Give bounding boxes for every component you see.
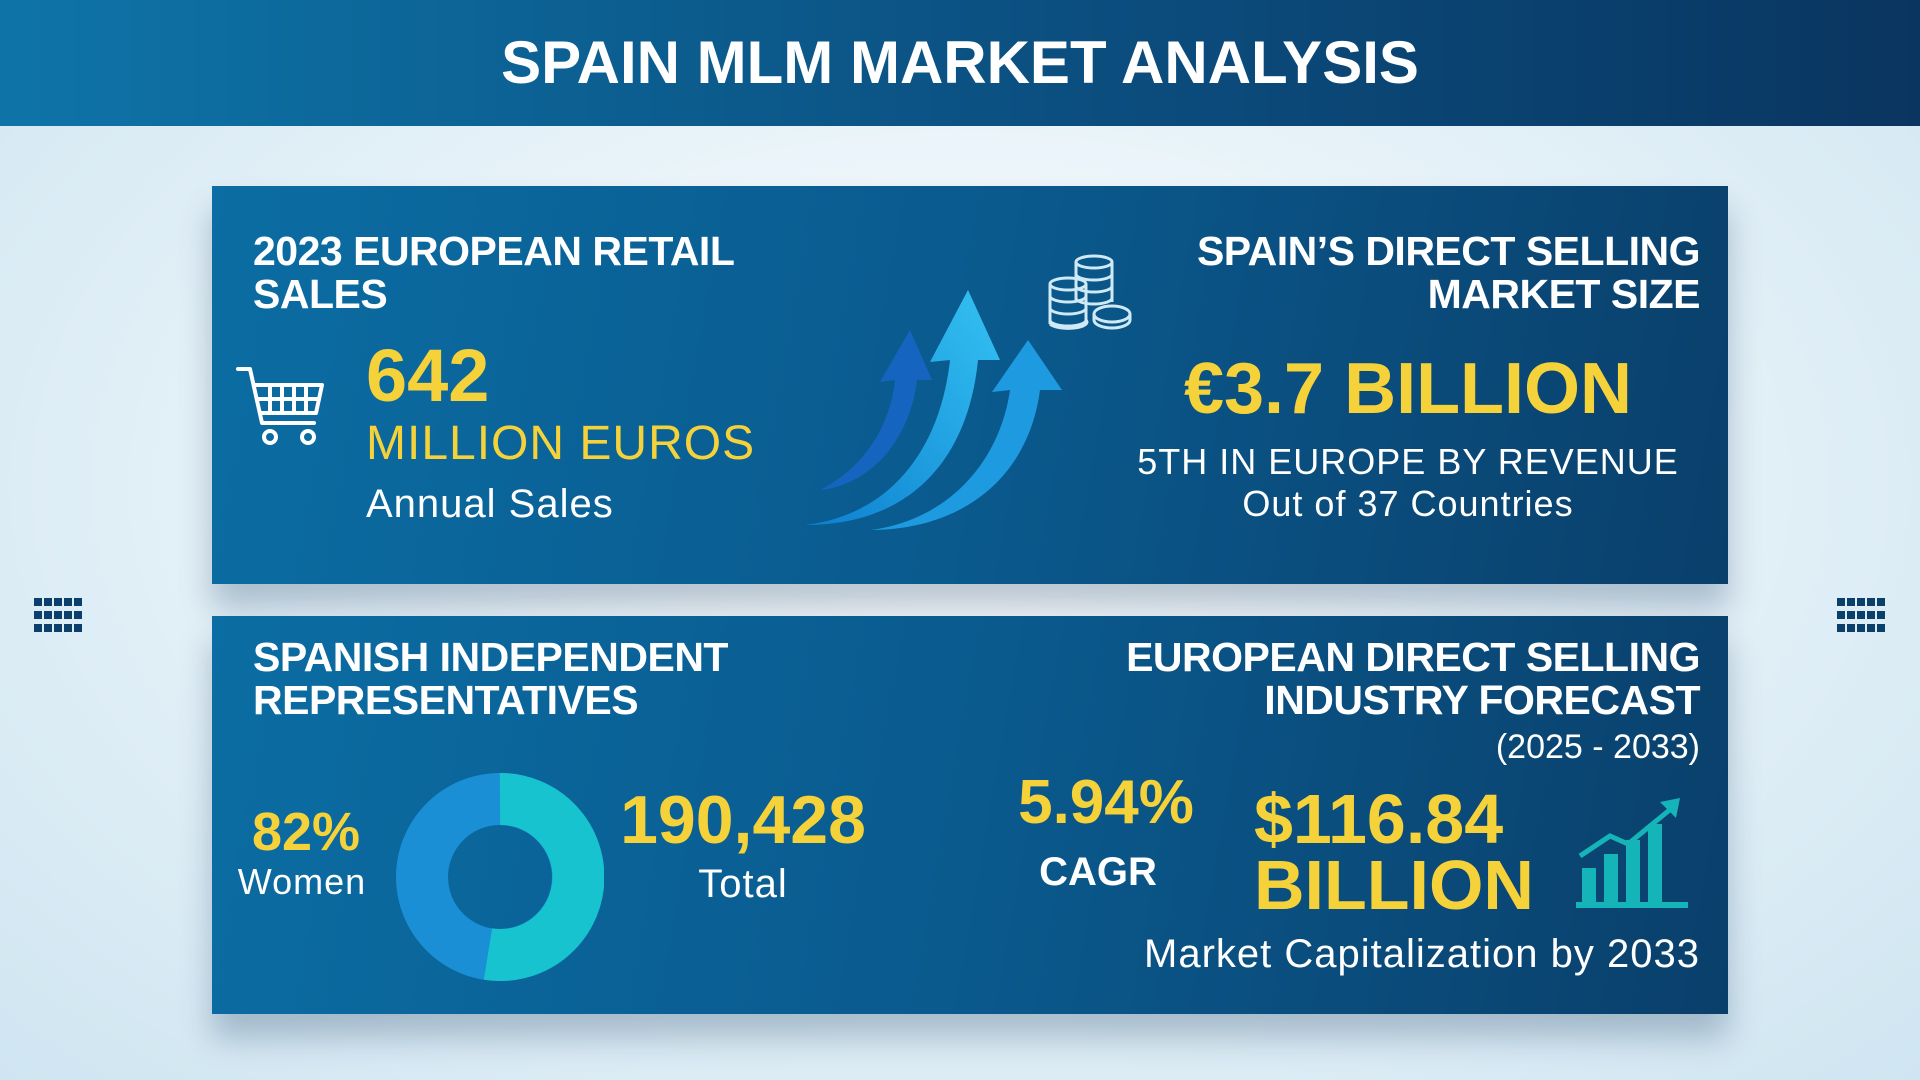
header-bar — [0, 0, 1920, 126]
cagr-label: CAGR — [1039, 850, 1157, 894]
forecast-caption: Market Capitalization by 2033 — [1144, 932, 1700, 976]
sales-caption: Annual Sales — [366, 482, 614, 526]
page-title: SPAIN MLM MARKET ANALYSIS — [501, 29, 1419, 96]
market-rank: 5TH IN EUROPE BY REVENUE — [1137, 441, 1679, 482]
section-title: 2023 EUROPEAN RETAIL SALES — [253, 228, 734, 317]
women-share: 82% — [251, 802, 361, 862]
donut-chart — [396, 773, 604, 981]
sales-unit: MILLION EUROS — [366, 417, 756, 470]
total-label: Total — [698, 862, 788, 906]
forecast-value: $116.84 BILLION — [1254, 780, 1534, 924]
growth-arrows — [805, 290, 1062, 530]
market-note: Out of 37 Countries — [1242, 483, 1574, 524]
cart-icon — [236, 367, 324, 445]
section-title: SPANISH INDEPENDENT REPRESENTATIVES — [253, 634, 728, 723]
forecast-period: (2025 - 2033) — [1495, 728, 1700, 766]
cagr-value: 5.94% — [1018, 768, 1194, 837]
coins-icon — [1048, 254, 1132, 330]
section-title: SPAIN’S DIRECT SELLING MARKET SIZE — [1196, 228, 1701, 317]
women-label: Women — [237, 861, 367, 902]
grid-icon — [34, 598, 82, 632]
total-value: 190,428 — [620, 782, 866, 858]
section-title: EUROPEAN DIRECT SELLING INDUSTRY FORECAS… — [1126, 634, 1700, 723]
market-size-value: €3.7 BILLION — [1183, 349, 1633, 429]
grid-icon — [1837, 598, 1885, 632]
sales-value: 642 — [366, 334, 490, 417]
bar-chart-icon — [1576, 798, 1688, 908]
